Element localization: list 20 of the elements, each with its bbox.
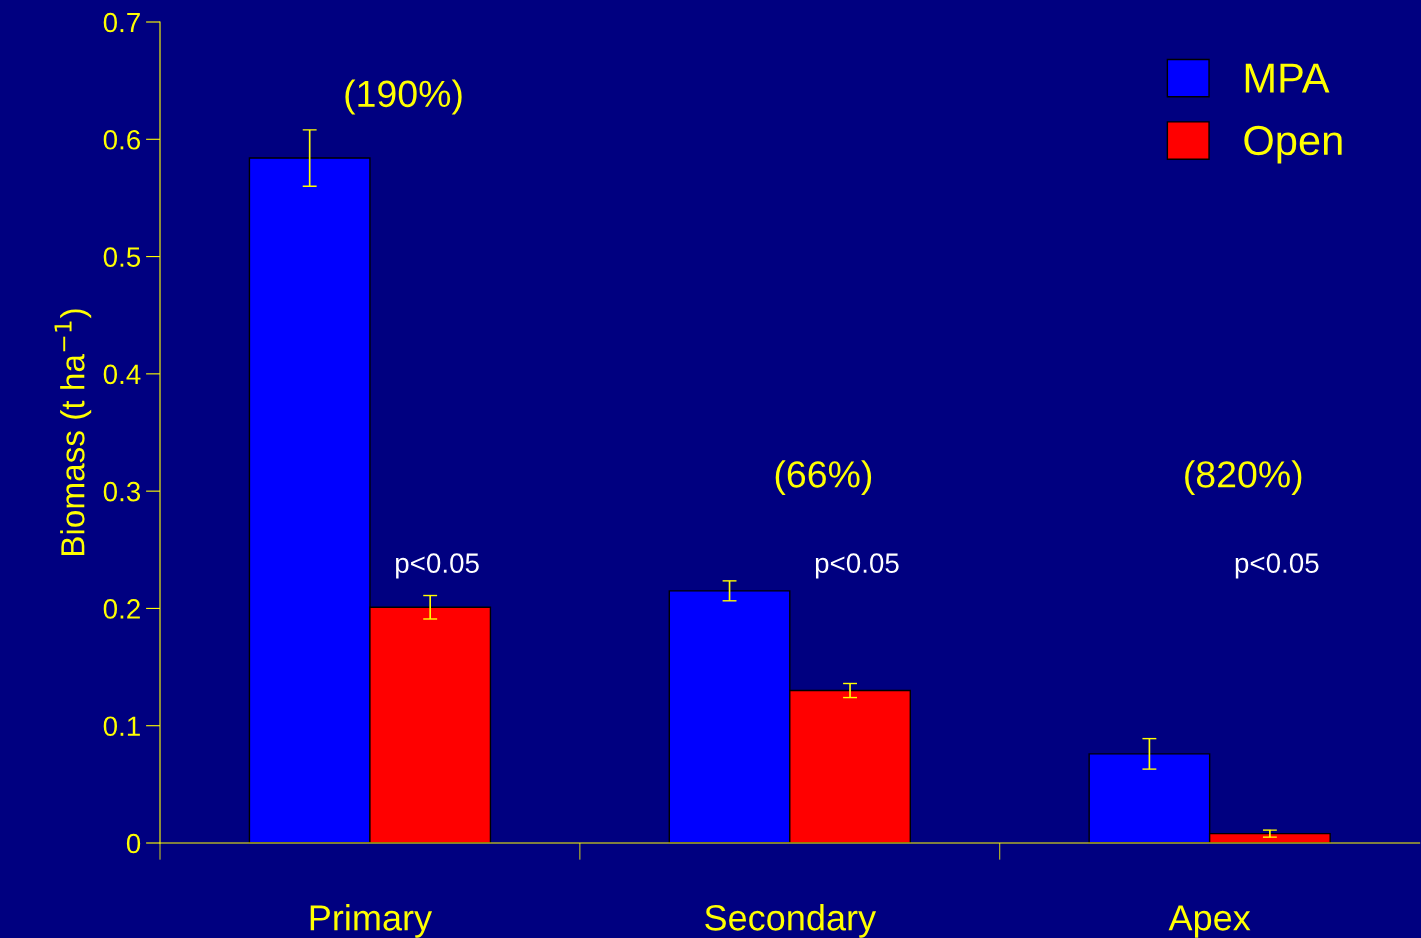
y-tick-label: 0.3 xyxy=(103,481,141,502)
legend-label: Open xyxy=(1244,125,1342,164)
annotation: (66%) xyxy=(775,460,872,496)
y-tick-label: 0.1 xyxy=(103,716,140,737)
y-axis-title: Biomass (t ha$^{−1}$) xyxy=(54,309,92,556)
y-tick-label: 0.5 xyxy=(103,247,141,267)
y-tick-label: 0.4 xyxy=(103,364,141,385)
annotation: (190%) xyxy=(345,79,462,115)
annotation: p<0.05 xyxy=(815,553,899,579)
annotation: (820%) xyxy=(1185,460,1302,496)
x-tick-label: Primary xyxy=(310,904,433,938)
legend-label: MPA xyxy=(1245,63,1330,93)
x-tick-label: Apex xyxy=(1168,905,1251,938)
y-tick-label: 0 xyxy=(126,833,141,854)
x-tick-label: Secondary xyxy=(705,904,877,938)
annotation: p<0.05 xyxy=(1235,553,1319,579)
y-tick-label: 0.2 xyxy=(103,599,140,619)
annotation: p<0.05 xyxy=(396,553,479,579)
y-tick-label: 0.7 xyxy=(103,12,140,33)
y-tick-label: 0.6 xyxy=(103,129,141,150)
